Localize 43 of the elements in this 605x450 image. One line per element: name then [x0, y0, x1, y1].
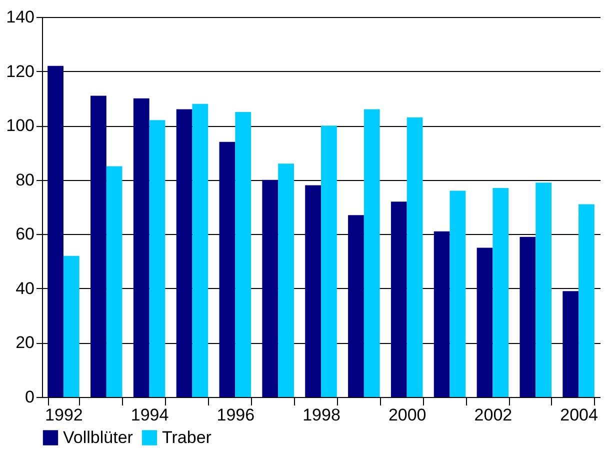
x-tick-label: 1998 — [302, 406, 340, 424]
x-tick-label: 1992 — [45, 406, 83, 424]
x-tick-label: 2004 — [560, 406, 598, 424]
y-tick-label: 40 — [16, 278, 34, 298]
x-tick-label: 1996 — [216, 406, 255, 424]
bar — [192, 104, 208, 397]
bar — [536, 182, 552, 397]
x-tick-label: 1994 — [130, 406, 169, 424]
bar — [149, 120, 166, 397]
legend-label: Vollblüter — [63, 428, 134, 447]
legend-label: Traber — [162, 428, 212, 447]
bar — [520, 236, 536, 397]
bar — [321, 126, 337, 397]
bar — [434, 231, 450, 397]
bar — [48, 66, 64, 397]
y-tick-label: 100 — [6, 116, 34, 136]
y-tick-label: 20 — [16, 333, 34, 352]
y-tick-label: 80 — [16, 170, 34, 190]
x-tick-label: 2002 — [474, 406, 512, 424]
bar — [262, 180, 278, 397]
bar — [492, 188, 509, 397]
y-tick-label: 0 — [25, 388, 34, 406]
bar — [106, 166, 122, 397]
bar — [450, 190, 466, 397]
bar — [305, 185, 321, 397]
bar — [176, 109, 192, 397]
bar — [476, 248, 493, 397]
bar — [219, 142, 236, 397]
bar — [278, 164, 294, 397]
y-tick-label: 140 — [6, 8, 34, 26]
bar — [562, 291, 579, 397]
bar — [348, 215, 364, 397]
bar — [390, 202, 407, 397]
bar — [578, 204, 594, 397]
bar — [235, 112, 252, 397]
y-tick-label: 60 — [16, 224, 34, 244]
bar — [406, 117, 423, 397]
bar — [133, 98, 150, 397]
bar — [90, 96, 106, 397]
bar — [63, 256, 80, 397]
y-tick-label: 120 — [6, 62, 34, 81]
x-tick-label: 2000 — [388, 406, 426, 424]
bar — [364, 109, 380, 397]
